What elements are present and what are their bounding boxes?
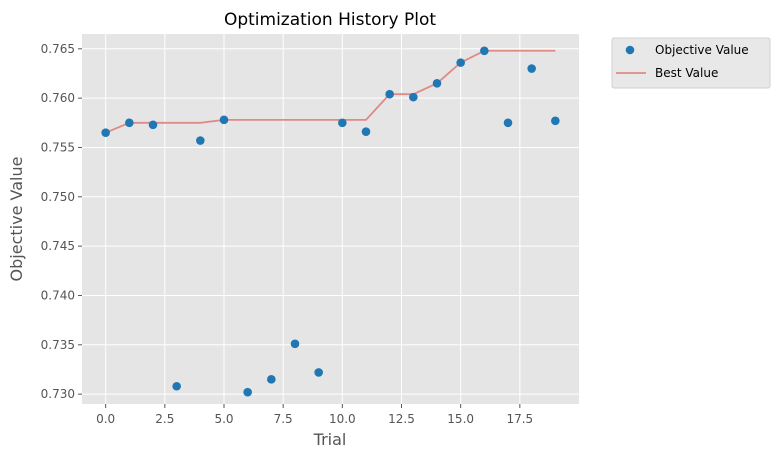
x-axis-ticks: 0.0 2.5 5.0 7.5 10.0 12.5 15.0 17.5	[96, 404, 533, 426]
x-tick-label: 17.5	[506, 412, 533, 426]
objective-value-point	[456, 58, 465, 67]
x-axis-label: Trial	[313, 430, 347, 449]
legend-label: Best Value	[655, 66, 718, 80]
y-tick-label: 0.730	[41, 387, 75, 401]
y-tick-label: 0.745	[41, 239, 75, 253]
y-axis-ticks: 0.730 0.735 0.740 0.745 0.750 0.755 0.760 0.765	[41, 42, 82, 401]
legend-marker-objective-value	[625, 45, 635, 55]
objective-value-point	[196, 136, 205, 145]
objective-value-point	[361, 127, 371, 136]
objective-value-point	[267, 375, 276, 384]
y-axis-label: Objective Value	[7, 157, 26, 282]
objective-value-point	[409, 92, 418, 102]
y-tick-label: 0.760	[41, 91, 75, 105]
objective-value-point	[243, 387, 252, 397]
y-tick-label: 0.740	[41, 288, 75, 302]
objective-value-point	[101, 128, 110, 137]
objective-value-point	[527, 64, 536, 73]
plot-area	[82, 34, 579, 404]
y-tick-label: 0.750	[41, 190, 75, 204]
best-value-line	[105, 49, 556, 134]
objective-value-point	[172, 381, 181, 391]
grid	[82, 34, 579, 404]
y-tick-label: 0.735	[41, 338, 75, 352]
objective-value-point	[385, 89, 394, 99]
objective-value-point	[290, 339, 300, 349]
objective-value-point	[219, 115, 229, 125]
chart-title: Optimization History Plot	[224, 10, 436, 30]
objective-value-point	[503, 118, 513, 128]
x-tick-label: 15.0	[447, 412, 474, 426]
objective-value-point	[551, 116, 560, 126]
objective-value-point	[314, 368, 323, 377]
objective-value-point	[148, 120, 158, 130]
objective-value-point	[480, 46, 489, 56]
objective-value-point	[432, 79, 442, 88]
y-tick-label: 0.765	[41, 42, 75, 56]
series-lines	[105, 49, 556, 134]
x-tick-label: 10.0	[329, 412, 356, 426]
objective-value-point	[125, 118, 134, 128]
series-points	[101, 46, 560, 397]
x-tick-label: 0.0	[96, 412, 115, 426]
x-tick-label: 2.5	[155, 412, 174, 426]
x-tick-label: 12.5	[388, 412, 415, 426]
x-tick-label: 7.5	[274, 412, 293, 426]
legend-box	[611, 37, 771, 89]
x-tick-label: 5.0	[214, 412, 233, 426]
y-tick-label: 0.755	[41, 140, 75, 154]
legend-label: Objective Value	[655, 43, 749, 57]
legend: Objective Value Best Value	[611, 37, 771, 89]
objective-value-point	[338, 118, 347, 128]
